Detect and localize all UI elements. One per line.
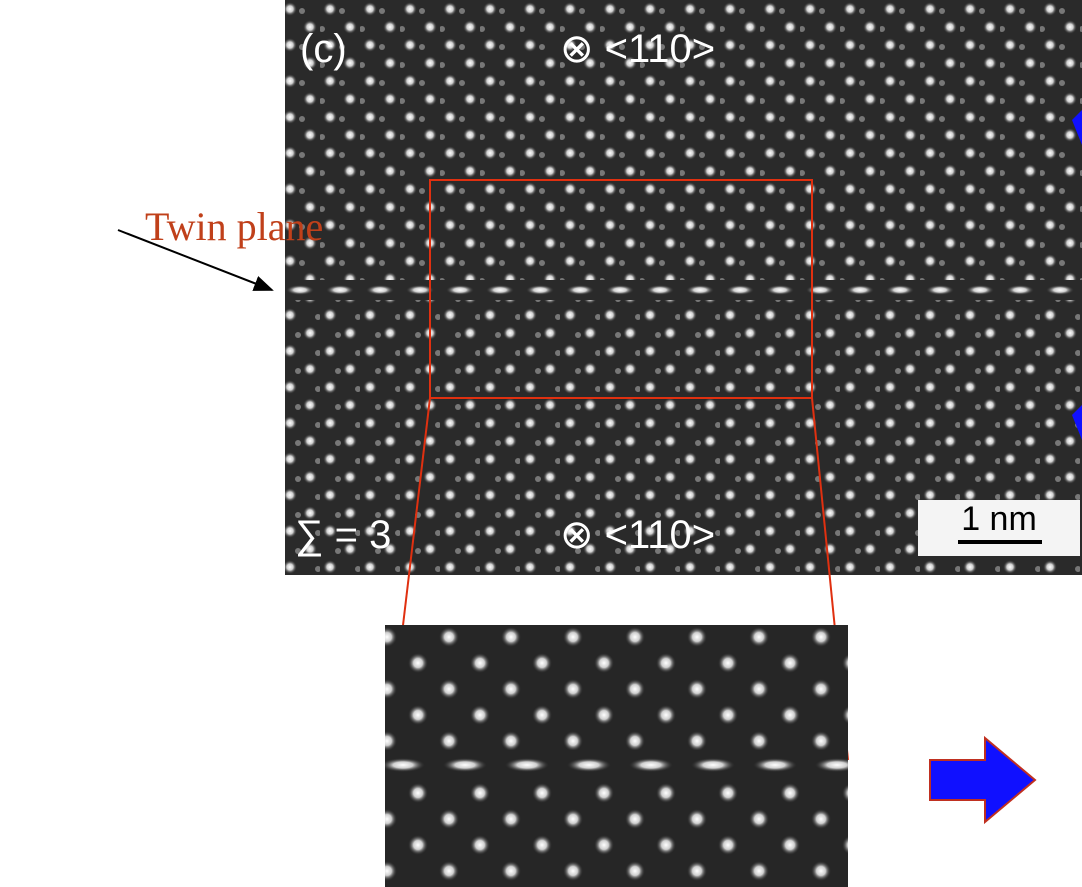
twin-plane-label: Twin plane [145, 204, 323, 249]
zoom-upper [385, 625, 848, 750]
micrograph: (c) ⊗ <110> ∑ = 3 ⊗ <110> 1 nm [285, 0, 1082, 575]
direction-label: ⊗ <110> [560, 27, 715, 71]
zoom-twin-row [385, 750, 848, 780]
scale-bar-label: 1 nm [961, 500, 1037, 538]
direction-label: ⊗ <110> [560, 513, 715, 557]
zoomed-micrograph [385, 625, 848, 887]
slide: (c) ⊗ <110> ∑ = 3 ⊗ <110> 1 nm Twin plan… [0, 0, 1082, 887]
panel-label: (c) [300, 27, 347, 71]
blue-arrow [930, 738, 1035, 822]
page: (c) ⊗ <110> ∑ = 3 ⊗ <110> 1 nm Twin plan… [0, 0, 1082, 887]
zoom-lower [385, 780, 848, 887]
twin-row [285, 280, 1082, 300]
sigma-label: ∑ = 3 [295, 513, 391, 557]
